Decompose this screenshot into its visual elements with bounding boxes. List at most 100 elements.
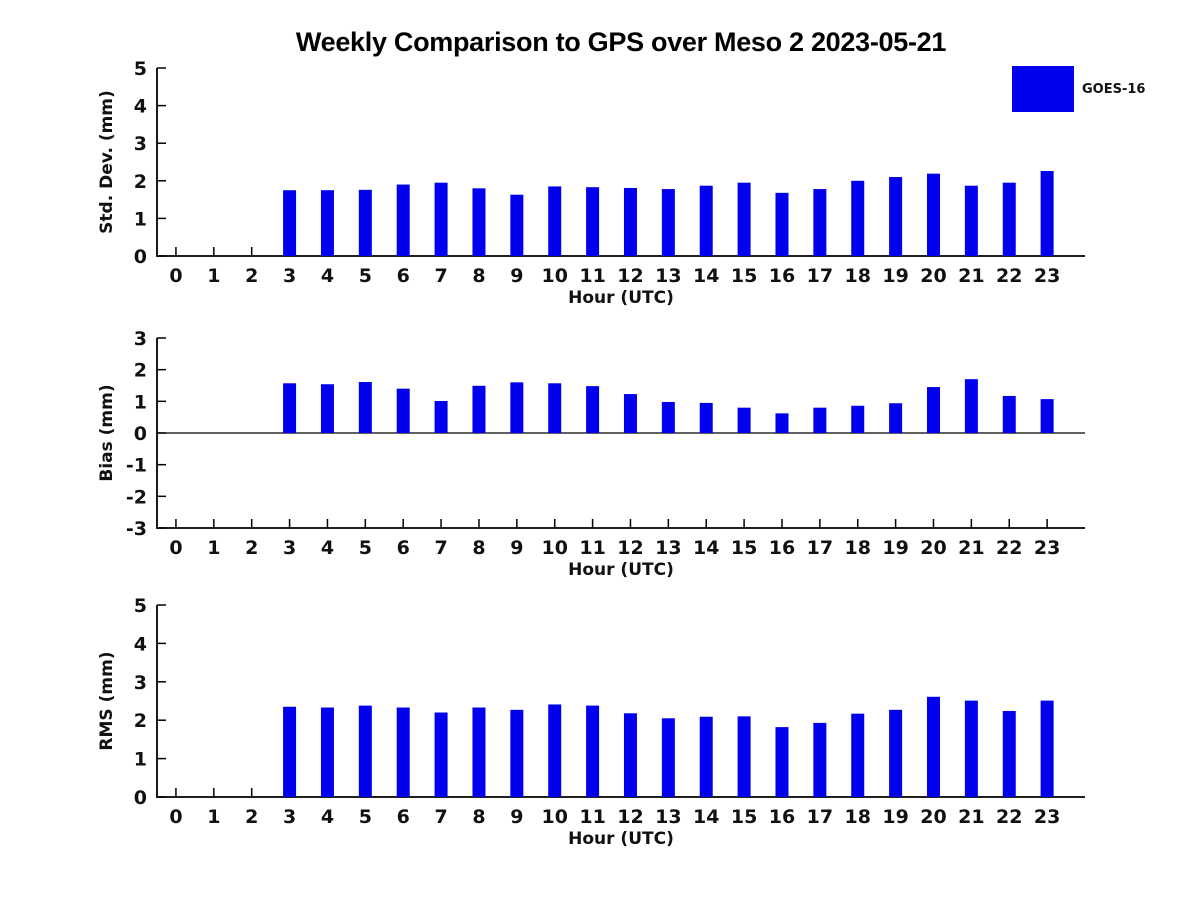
bias-subplot-y-tick-label: -2 [126, 486, 147, 508]
rms-subplot-bar-hour-3 [283, 706, 297, 797]
bias-subplot-x-tick-label: 7 [434, 537, 447, 559]
rms-subplot-bar-hour-8 [472, 707, 486, 797]
std-dev-subplot-x-tick-label: 2 [245, 265, 258, 287]
std-dev-subplot-x-tick-label: 15 [731, 265, 757, 287]
std-dev-subplot-x-tick-label: 20 [920, 265, 946, 287]
bias-subplot-x-tick-label: 4 [321, 537, 334, 559]
bias-subplot-bar-hour-22 [1002, 395, 1016, 433]
bias-subplot-bar-hour-9 [510, 382, 524, 433]
rms-subplot-bar-hour-14 [699, 716, 713, 797]
std-dev-subplot-bar-hour-14 [699, 185, 713, 256]
rms-subplot-x-tick-label: 1 [207, 806, 220, 828]
rms-subplot-bar-hour-4 [320, 707, 334, 797]
std-dev-subplot-x-tick-label: 8 [472, 265, 485, 287]
std-dev-subplot-x-tick-label: 21 [958, 265, 984, 287]
rms-subplot-x-tick-label: 15 [731, 806, 757, 828]
rms-subplot-bar-hour-20 [926, 696, 940, 797]
std-dev-subplot-ylabel: Std. Dev. (mm) [97, 90, 117, 234]
bias-subplot-bar-hour-23 [1040, 399, 1054, 433]
rms-subplot-bar-hour-6 [396, 707, 410, 797]
rms-subplot-bar-hour-5 [358, 705, 372, 797]
std-dev-subplot-bar-hour-22 [1002, 182, 1016, 256]
std-dev-subplot-x-tick-label: 3 [283, 265, 296, 287]
std-dev-subplot-y-tick-label: 2 [134, 171, 147, 193]
rms-subplot-xlabel: Hour (UTC) [568, 829, 674, 849]
std-dev-subplot-bar-hour-9 [510, 194, 524, 256]
std-dev-subplot-bar-hour-13 [661, 189, 675, 256]
bias-subplot-bar-hour-16 [775, 413, 789, 433]
bias-subplot-x-tick-label: 9 [510, 537, 523, 559]
bias-subplot-x-tick-label: 10 [541, 537, 567, 559]
rms-subplot-x-tick-label: 10 [541, 806, 567, 828]
bias-subplot-bar-hour-13 [661, 401, 675, 433]
rms-subplot-x-tick-label: 20 [920, 806, 946, 828]
std-dev-subplot-bar-hour-19 [889, 177, 903, 256]
bias-subplot-y-tick-label: 1 [134, 391, 147, 413]
bias-subplot-x-tick-label: 1 [207, 537, 220, 559]
std-dev-subplot-xlabel: Hour (UTC) [568, 288, 674, 308]
bias-subplot-y-tick-label: 2 [134, 360, 147, 382]
std-dev-subplot-x-tick-label: 18 [845, 265, 871, 287]
std-dev-subplot-bar-hour-17 [813, 189, 827, 256]
rms-subplot-x-tick-label: 6 [397, 806, 410, 828]
std-dev-subplot-bar-hour-23 [1040, 171, 1054, 256]
rms-subplot-x-tick-label: 4 [321, 806, 334, 828]
std-dev-subplot-x-tick-label: 17 [807, 265, 833, 287]
bias-subplot-bar-hour-7 [434, 401, 448, 433]
rms-subplot-x-tick-label: 3 [283, 806, 296, 828]
std-dev-subplot-x-tick-label: 11 [579, 265, 605, 287]
std-dev-subplot-bar-hour-6 [396, 184, 410, 256]
bias-subplot-x-tick-label: 22 [996, 537, 1022, 559]
rms-subplot-x-tick-label: 18 [845, 806, 871, 828]
std-dev-subplot-x-tick-label: 7 [434, 265, 447, 287]
legend-label: GOES-16 [1082, 81, 1146, 97]
bias-subplot-bar-hour-11 [586, 386, 600, 433]
bias-subplot-bar-hour-18 [851, 405, 865, 433]
std-dev-subplot-x-tick-label: 14 [693, 265, 719, 287]
std-dev-subplot-bar-hour-5 [358, 189, 372, 256]
bias-subplot-x-tick-label: 19 [882, 537, 908, 559]
std-dev-subplot-x-tick-label: 10 [541, 265, 567, 287]
bias-subplot-bar-hour-5 [358, 382, 372, 433]
bias-subplot-bar-hour-6 [396, 388, 410, 433]
legend: GOES-16 [1012, 66, 1145, 112]
rms-subplot-bar-hour-13 [661, 718, 675, 797]
std-dev-subplot-bar-hour-3 [283, 190, 297, 256]
rms-subplot-x-tick-label: 21 [958, 806, 984, 828]
std-dev-subplot-x-tick-label: 5 [359, 265, 372, 287]
rms-subplot-x-tick-label: 19 [882, 806, 908, 828]
std-dev-subplot-bar-hour-7 [434, 182, 448, 256]
bias-subplot-x-tick-label: 6 [397, 537, 410, 559]
rms-subplot-y-tick-label: 0 [134, 787, 147, 809]
rms-subplot-x-tick-label: 12 [617, 806, 643, 828]
std-dev-subplot-bar-hour-21 [964, 185, 978, 256]
std-dev-subplot-bar-hour-18 [851, 180, 865, 256]
rms-subplot-x-tick-label: 23 [1034, 806, 1060, 828]
bias-subplot-bar-hour-10 [548, 383, 562, 433]
bias-subplot-x-tick-label: 15 [731, 537, 757, 559]
std-dev-subplot-x-tick-label: 6 [397, 265, 410, 287]
bias-subplot-x-tick-label: 13 [655, 537, 681, 559]
std-dev-subplot-bar-hour-16 [775, 192, 789, 256]
rms-subplot-x-tick-label: 0 [169, 806, 182, 828]
rms-subplot-x-tick-label: 11 [579, 806, 605, 828]
rms-subplot-bar-hour-18 [851, 713, 865, 797]
std-dev-subplot-bar-hour-10 [548, 186, 562, 256]
bias-subplot-x-tick-label: 21 [958, 537, 984, 559]
rms-subplot-bar-hour-21 [964, 700, 978, 797]
bias-subplot-x-tick-label: 8 [472, 537, 485, 559]
bias-subplot-x-tick-label: 12 [617, 537, 643, 559]
rms-subplot-bar-hour-11 [586, 705, 600, 797]
bias-subplot-y-tick-label: -3 [126, 518, 147, 540]
bias-subplot-x-tick-label: 5 [359, 537, 372, 559]
bias-subplot-y-tick-label: 3 [134, 328, 147, 350]
bias-subplot-x-tick-label: 20 [920, 537, 946, 559]
std-dev-subplot-bar-hour-20 [926, 173, 940, 256]
rms-subplot-x-tick-label: 13 [655, 806, 681, 828]
figure-title: Weekly Comparison to GPS over Meso 2 202… [295, 27, 947, 57]
rms-subplot-ylabel: RMS (mm) [97, 651, 117, 750]
rms-subplot-y-tick-label: 5 [134, 595, 147, 617]
rms-subplot-bar-hour-17 [813, 722, 827, 797]
rms-subplot-bar-hour-15 [737, 716, 751, 797]
